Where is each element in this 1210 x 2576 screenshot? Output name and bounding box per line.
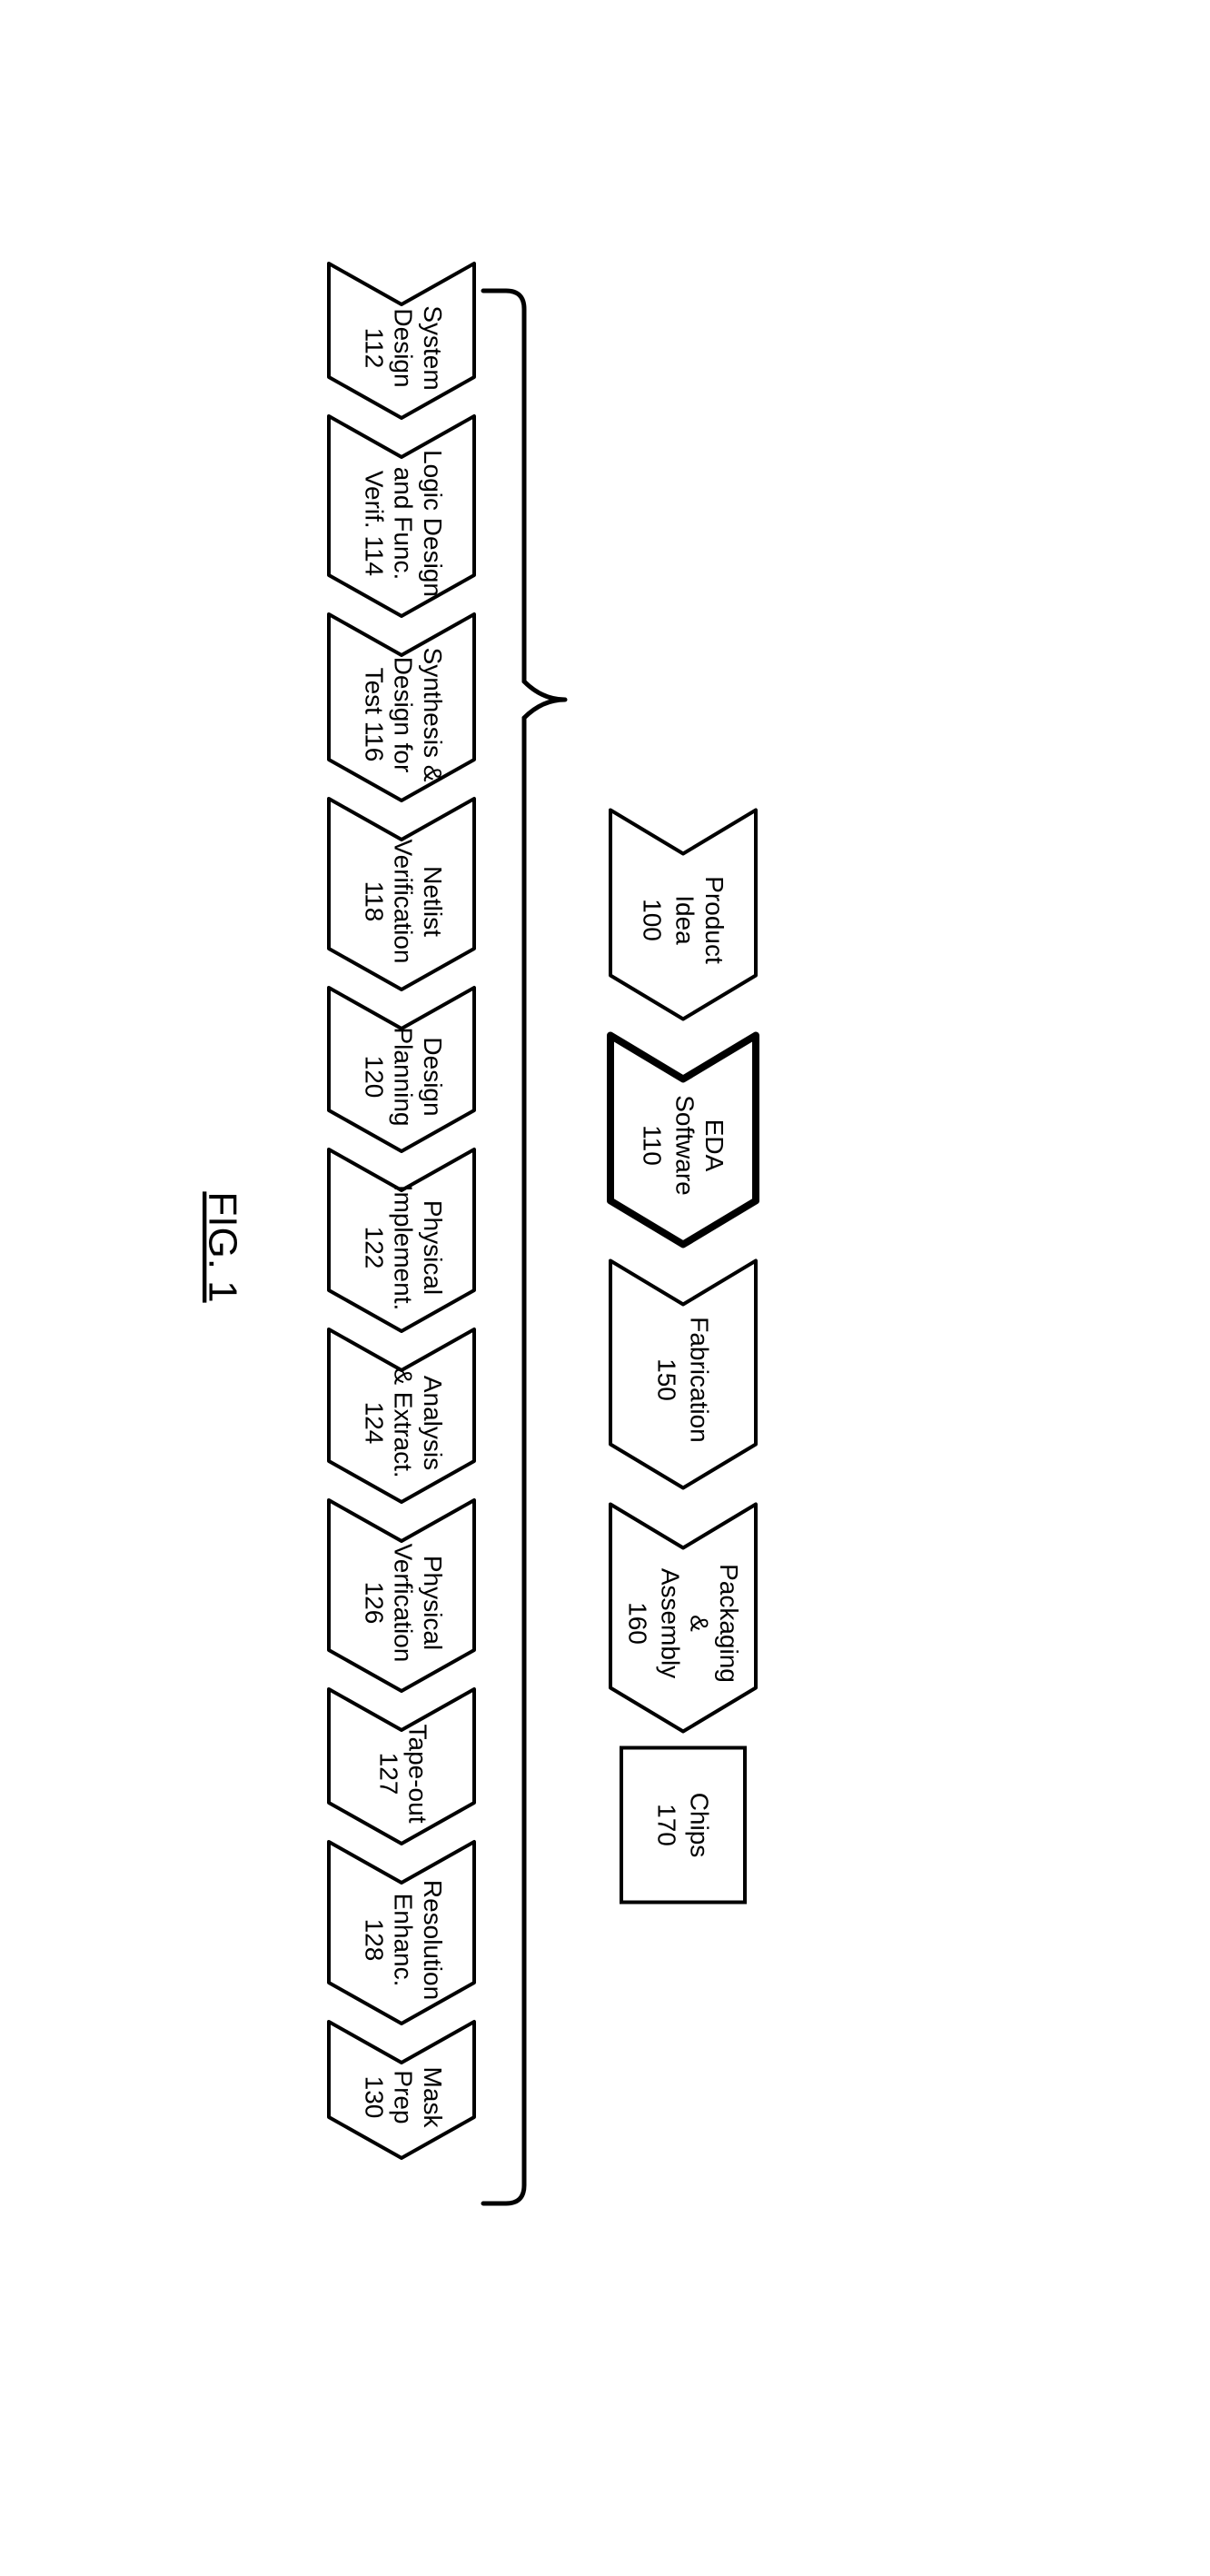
top-step-eda-software: EDASoftware110 bbox=[610, 1036, 756, 1245]
product-idea-label-0: Product bbox=[700, 876, 729, 964]
figure-caption: FIG. 1 bbox=[200, 1191, 244, 1302]
tape-out-label-0: Tape-out bbox=[404, 1725, 432, 1824]
top-step-packaging-assembly: Packaging&Assembly160 bbox=[610, 1505, 756, 1732]
resolution-enhanc-number: 128 bbox=[360, 1919, 388, 1962]
packaging-assembly-label-1: & bbox=[686, 1615, 714, 1632]
mask-prep-label-1: Prep bbox=[390, 2070, 418, 2123]
packaging-assembly-label-0: Packaging bbox=[715, 1564, 743, 1683]
synthesis-dft-label-2: Test 116 bbox=[360, 668, 388, 762]
sub-step-logic-design: Logic Designand Func.Verif. 114 bbox=[329, 416, 474, 616]
design-planning-number: 120 bbox=[360, 1056, 388, 1099]
design-planning-label-0: Design bbox=[419, 1037, 447, 1116]
brace-eda-to-steps bbox=[483, 291, 565, 2203]
packaging-assembly-number: 160 bbox=[623, 1602, 651, 1645]
fabrication-arrow bbox=[610, 1261, 756, 1488]
chips-label-0: Chips bbox=[686, 1793, 714, 1858]
system-design-label-1: Design bbox=[390, 308, 418, 387]
synthesis-dft-label-1: Design for bbox=[390, 657, 418, 773]
physical-verification-label-0: Physical bbox=[419, 1556, 447, 1650]
eda-software-label-0: EDA bbox=[700, 1119, 729, 1172]
product-idea-label-1: Idea bbox=[671, 895, 699, 945]
system-design-number: 112 bbox=[360, 328, 388, 369]
design-planning-label-1: Planning bbox=[390, 1028, 418, 1127]
tape-out-number: 127 bbox=[375, 1753, 403, 1795]
system-design-label-0: System bbox=[419, 305, 447, 390]
chips-number: 170 bbox=[653, 1804, 681, 1846]
sub-step-synthesis-dft: Synthesis &Design forTest 116 bbox=[329, 614, 474, 801]
fabrication-number: 150 bbox=[653, 1358, 681, 1401]
sub-step-system-design: SystemDesign112 bbox=[329, 264, 474, 418]
sub-step-tape-out: Tape-out127 bbox=[329, 1689, 474, 1844]
physical-verification-label-1: Verfication bbox=[390, 1544, 418, 1663]
packaging-assembly-label-2: Assembly bbox=[657, 1568, 685, 1678]
top-step-product-idea: ProductIdea100 bbox=[610, 811, 756, 1019]
netlist-verification-label-1: Verification bbox=[390, 840, 418, 964]
mask-prep-label-0: Mask bbox=[419, 2067, 447, 2129]
netlist-verification-label-0: Netlist bbox=[419, 866, 447, 937]
eda-software-label-1: Software bbox=[671, 1095, 699, 1196]
sub-step-netlist-verification: NetlistVerification118 bbox=[329, 799, 474, 990]
eda-software-number: 110 bbox=[638, 1125, 666, 1166]
flowchart-diagram: ProductIdea100EDASoftware110Fabrication1… bbox=[0, 0, 1210, 2576]
sub-step-analysis-extract: Analysis& Extract.124 bbox=[329, 1329, 474, 1502]
fabrication-label-0: Fabrication bbox=[686, 1317, 714, 1443]
synthesis-dft-label-0: Synthesis & bbox=[419, 648, 447, 782]
sub-step-design-planning: DesignPlanning120 bbox=[329, 988, 474, 1151]
sub-step-resolution-enhanc: ResolutionEnhanc.128 bbox=[329, 1842, 474, 2024]
logic-design-label-0: Logic Design bbox=[419, 450, 447, 597]
top-step-chips: Chips170 bbox=[621, 1748, 745, 1903]
physical-verification-number: 126 bbox=[360, 1582, 388, 1625]
sub-step-physical-implement: PhysicalImplement.122 bbox=[329, 1149, 474, 1331]
analysis-extract-label-1: & Extract. bbox=[390, 1368, 418, 1477]
physical-implement-number: 122 bbox=[360, 1227, 388, 1269]
analysis-extract-number: 124 bbox=[360, 1402, 388, 1445]
resolution-enhanc-label-0: Resolution bbox=[419, 1880, 447, 2000]
logic-design-label-1: and Func. bbox=[390, 467, 418, 581]
mask-prep-number: 130 bbox=[360, 2076, 388, 2119]
top-step-fabrication: Fabrication150 bbox=[610, 1261, 756, 1488]
chips-box bbox=[621, 1748, 745, 1903]
netlist-verification-number: 118 bbox=[360, 881, 388, 922]
product-idea-number: 100 bbox=[638, 899, 666, 941]
sub-step-physical-verification: PhysicalVerfication126 bbox=[329, 1500, 474, 1691]
physical-implement-label-0: Physical bbox=[419, 1200, 447, 1295]
analysis-extract-label-0: Analysis bbox=[419, 1376, 447, 1470]
sub-step-mask-prep: MaskPrep130 bbox=[329, 2022, 474, 2158]
logic-design-label-2: Verif. 114 bbox=[360, 471, 388, 576]
physical-implement-label-1: Implement. bbox=[390, 1185, 418, 1311]
resolution-enhanc-label-1: Enhanc. bbox=[390, 1894, 418, 1987]
